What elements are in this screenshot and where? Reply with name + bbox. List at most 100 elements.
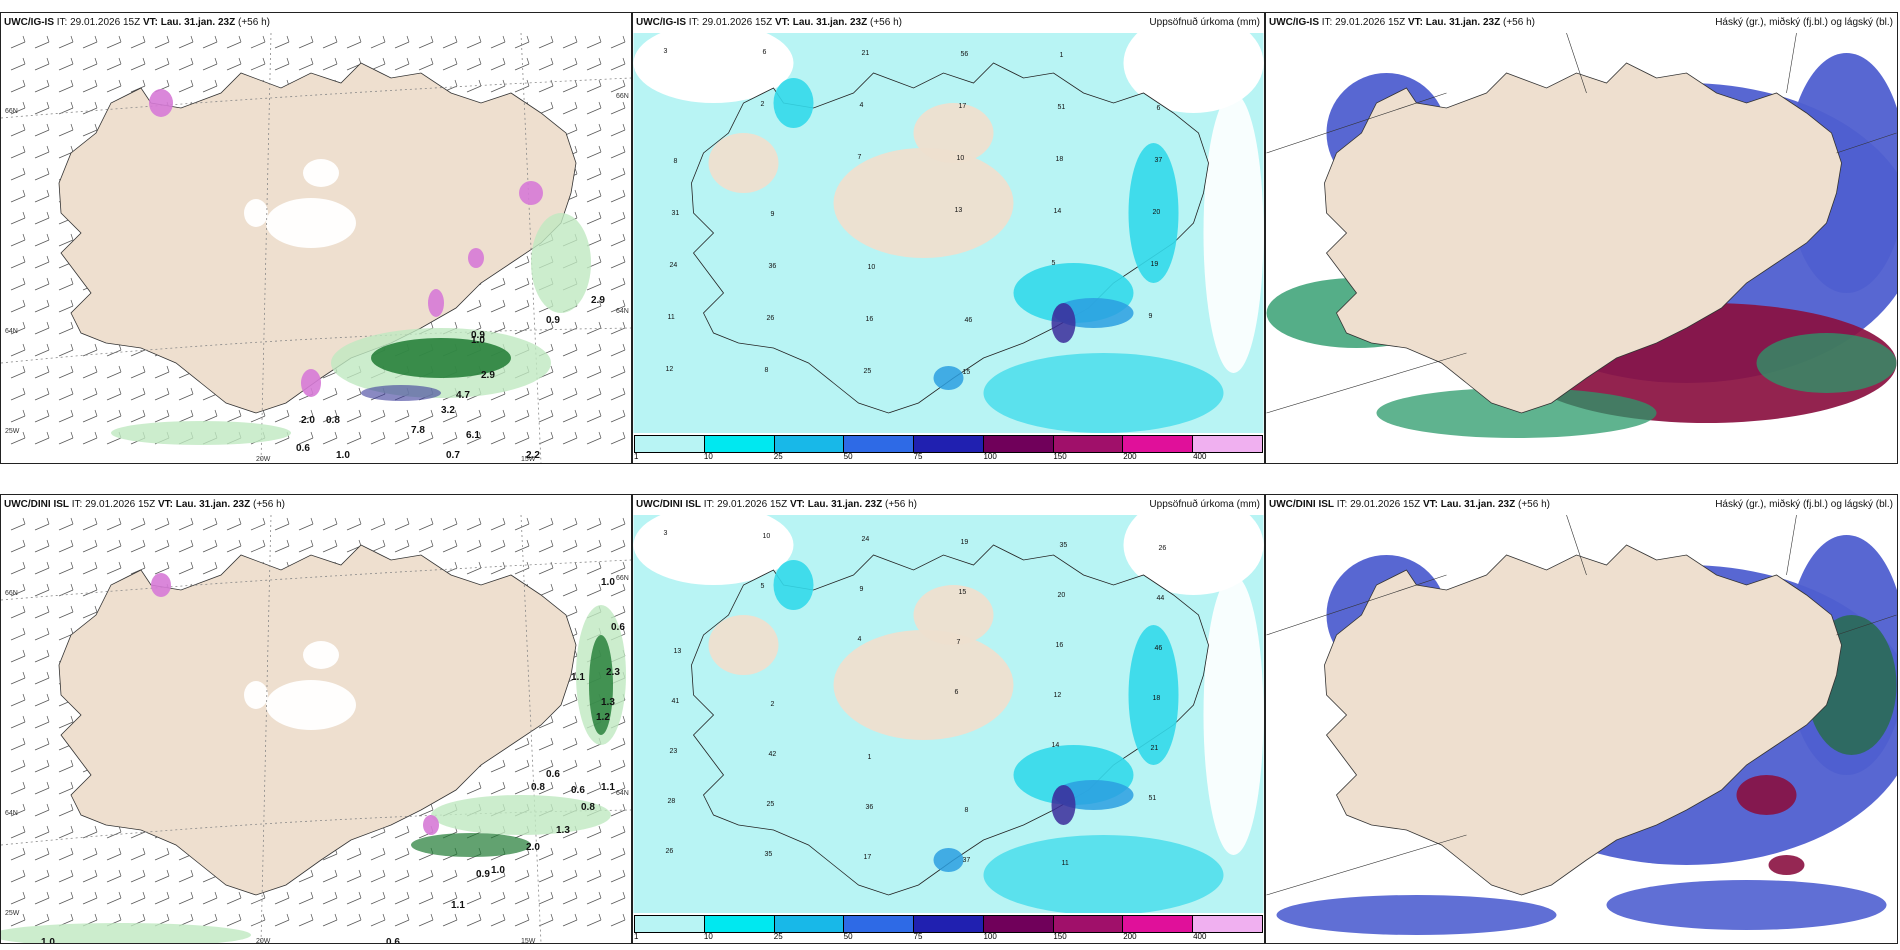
wind-barb	[10, 123, 26, 137]
wind-barb	[82, 869, 98, 883]
legend-tick-label: 100	[983, 452, 997, 461]
precip-value-label: 9	[1149, 313, 1153, 320]
wind-barb	[586, 583, 602, 597]
wind-barb	[514, 737, 530, 751]
lead-time: (+56 h)	[1515, 499, 1550, 510]
wind-value-label: 1.1	[571, 672, 585, 683]
map-canvas	[1266, 33, 1897, 463]
precip-value-label: 46	[965, 317, 973, 324]
no-precip-area	[1123, 33, 1264, 113]
legend-tick-label: 400	[1193, 452, 1207, 461]
map-panel-wind: UWC/DINI ISL IT: 29.01.2026 15Z VT: Lau.…	[0, 494, 632, 944]
wind-barb	[514, 431, 530, 445]
precip-value-label: 36	[866, 804, 874, 811]
wind-barb	[298, 539, 314, 553]
valid-time: VT: Lau. 31.jan. 23Z	[157, 499, 251, 510]
wind-barb	[442, 431, 458, 445]
valid-time: VT: Lau. 31.jan. 23Z	[774, 17, 868, 28]
wind-barb	[82, 409, 98, 423]
glacier	[266, 198, 356, 248]
wind-value-label: 0.9	[476, 869, 490, 880]
dry-area	[833, 630, 1014, 740]
legend-swatch	[1193, 436, 1263, 452]
wind-barb	[274, 57, 290, 71]
wind-barb	[490, 277, 506, 291]
wind-barb	[394, 913, 410, 927]
wind-barb	[562, 539, 578, 553]
wind-barb	[250, 539, 266, 553]
wind-barb	[490, 517, 506, 531]
wind-barb	[490, 869, 506, 883]
model-name: UWC/DINI ISL	[1269, 499, 1334, 510]
wind-barb	[10, 35, 26, 49]
glacier	[266, 680, 356, 730]
wind-barb	[538, 737, 554, 751]
wind-value-label: 0.6	[386, 937, 400, 943]
wind-barb	[322, 387, 338, 401]
dry-area	[913, 585, 994, 645]
wind-barb	[322, 913, 338, 927]
precip-value-label: 31	[672, 210, 680, 217]
wind-barb	[250, 35, 266, 49]
wind-value-label: 1.0	[491, 865, 505, 876]
wind-barb	[514, 409, 530, 423]
wind-barb	[562, 35, 578, 49]
wind-barb	[34, 35, 50, 49]
wind-barb	[58, 561, 74, 575]
wind-barb	[202, 913, 218, 927]
wind-barb	[394, 57, 410, 71]
precip-value-label: 35	[765, 851, 773, 858]
precip-value-label: 6	[763, 49, 767, 56]
wind-barb	[490, 35, 506, 49]
wind-barb	[586, 517, 602, 531]
grid-label: 15W	[521, 456, 536, 463]
wind-barb	[322, 539, 338, 553]
precip-value-label: 12	[1054, 692, 1062, 699]
wind-barb	[514, 321, 530, 335]
wind-barb	[610, 277, 626, 291]
precip-value-label: 8	[765, 367, 769, 374]
wind-barb	[82, 35, 98, 49]
wind-barb	[274, 35, 290, 49]
wind-barb	[226, 35, 242, 49]
wind-barb	[34, 299, 50, 313]
wind-barb	[490, 539, 506, 553]
wind-area	[111, 421, 291, 445]
precip-value-label: 7	[957, 639, 961, 646]
wind-barb	[394, 431, 410, 445]
wind-value-label: 1.2	[596, 712, 610, 723]
wind-barb	[154, 869, 170, 883]
wind-barb	[610, 189, 626, 203]
wind-barb	[562, 583, 578, 597]
wind-barb	[10, 671, 26, 685]
precip-zone	[933, 848, 964, 872]
wind-barb	[274, 539, 290, 553]
legend-swatch	[1123, 436, 1194, 452]
precip-zone	[933, 366, 964, 390]
wind-barb	[610, 35, 626, 49]
wind-barb	[514, 913, 530, 927]
precip-value-label: 19	[961, 539, 969, 546]
wind-barb	[130, 561, 146, 575]
precip-value-label: 25	[864, 368, 872, 375]
precip-value-label: 9	[771, 211, 775, 218]
wind-barb	[586, 277, 602, 291]
wind-barb	[106, 35, 122, 49]
precip-spot	[423, 815, 439, 835]
wind-barb	[58, 781, 74, 795]
wind-barb	[34, 583, 50, 597]
grid-label: 64N	[616, 790, 629, 797]
wind-barb	[514, 35, 530, 49]
wind-barb	[610, 299, 626, 313]
glacier	[244, 681, 268, 709]
wind-barb	[466, 869, 482, 883]
wind-barb	[10, 167, 26, 181]
wind-barb	[610, 211, 626, 225]
precip-zone	[773, 560, 814, 610]
wind-barb	[538, 35, 554, 49]
precip-value-label: 12	[666, 366, 674, 373]
no-precip-area	[1203, 93, 1264, 373]
glacier	[303, 159, 339, 187]
wind-barb	[34, 869, 50, 883]
wind-barb	[58, 869, 74, 883]
